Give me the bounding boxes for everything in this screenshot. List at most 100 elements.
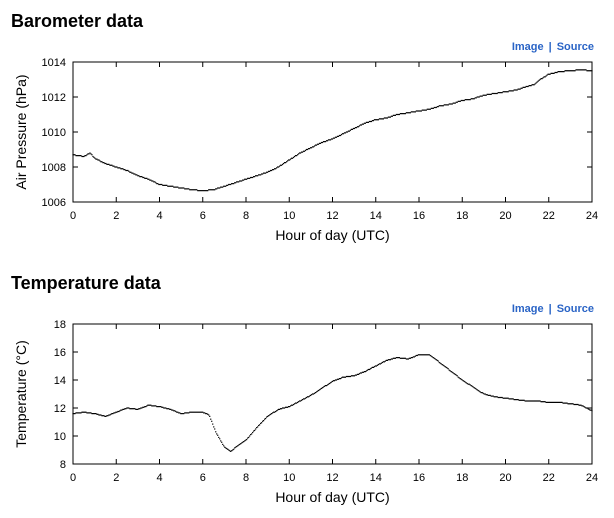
data-point xyxy=(287,406,290,408)
data-point xyxy=(238,181,240,183)
data-point xyxy=(191,189,193,191)
data-point xyxy=(258,174,260,176)
temperature-source-link[interactable]: Source xyxy=(556,303,594,315)
x-tick-label: 18 xyxy=(456,210,468,222)
data-point xyxy=(206,413,208,415)
temperature-image-link[interactable]: Image xyxy=(511,303,544,315)
data-point xyxy=(484,393,486,395)
data-point xyxy=(436,359,438,361)
data-point xyxy=(434,358,436,360)
data-point xyxy=(256,175,258,177)
data-point xyxy=(476,389,478,391)
data-point xyxy=(98,159,100,161)
data-point xyxy=(156,183,158,185)
data-point xyxy=(275,410,277,413)
data-point xyxy=(112,165,114,167)
data-point xyxy=(96,413,98,415)
data-point xyxy=(218,187,220,189)
data-point xyxy=(212,423,214,425)
data-point xyxy=(386,117,388,119)
data-point xyxy=(77,155,79,157)
data-point xyxy=(307,148,310,150)
data-point xyxy=(169,408,171,410)
data-point xyxy=(493,92,495,95)
data-point xyxy=(494,92,496,95)
data-point xyxy=(328,382,331,385)
data-point xyxy=(361,371,364,373)
data-point xyxy=(429,108,431,110)
data-point xyxy=(356,373,359,375)
data-point xyxy=(314,144,317,146)
data-point xyxy=(129,171,131,173)
data-point xyxy=(217,434,219,436)
data-point xyxy=(221,186,223,188)
data-point xyxy=(454,102,456,104)
data-point xyxy=(178,412,180,414)
data-point xyxy=(590,409,592,411)
data-point xyxy=(478,96,480,98)
data-point xyxy=(102,162,104,164)
data-point xyxy=(509,398,511,400)
data-point xyxy=(444,104,446,106)
data-point xyxy=(75,412,77,414)
data-point xyxy=(491,395,493,397)
data-point xyxy=(468,99,470,101)
data-point xyxy=(478,390,480,392)
data-point xyxy=(235,446,237,448)
data-point xyxy=(240,443,242,445)
data-point xyxy=(439,105,441,107)
data-point xyxy=(520,399,522,401)
data-point xyxy=(229,183,231,186)
data-point xyxy=(506,397,508,399)
data-point xyxy=(521,399,523,401)
data-point xyxy=(284,406,287,408)
data-point xyxy=(109,414,111,416)
data-point xyxy=(137,175,139,177)
data-point xyxy=(394,114,396,116)
data-point xyxy=(464,381,466,383)
data-point xyxy=(425,354,427,356)
data-point xyxy=(440,105,442,107)
data-point xyxy=(351,128,354,130)
data-point xyxy=(199,411,201,413)
data-point xyxy=(313,392,316,394)
data-point xyxy=(442,105,444,107)
data-point xyxy=(226,448,228,450)
data-point xyxy=(172,185,174,187)
data-point xyxy=(270,413,272,415)
data-point xyxy=(567,403,569,405)
data-point xyxy=(571,70,573,72)
data-point xyxy=(254,429,256,431)
data-point xyxy=(451,103,453,105)
data-point xyxy=(591,410,593,412)
data-point xyxy=(512,90,514,92)
data-point xyxy=(376,119,379,121)
data-point xyxy=(536,81,538,83)
data-point xyxy=(117,410,119,413)
data-point xyxy=(163,407,165,409)
barometer-image-link[interactable]: Image xyxy=(511,41,544,53)
data-point xyxy=(264,418,266,420)
data-point xyxy=(210,189,212,191)
barometer-source-link[interactable]: Source xyxy=(556,41,594,53)
data-point xyxy=(475,388,477,390)
data-point xyxy=(338,378,341,380)
x-tick-label: 12 xyxy=(326,472,338,484)
data-point xyxy=(342,376,345,378)
data-point xyxy=(431,107,433,109)
data-point xyxy=(243,441,245,443)
data-point xyxy=(177,411,179,413)
data-point xyxy=(386,359,388,361)
data-point xyxy=(437,360,439,362)
x-tick-label: 2 xyxy=(113,472,119,484)
data-point xyxy=(75,155,77,157)
data-point xyxy=(422,109,424,111)
data-point xyxy=(107,415,109,417)
data-point xyxy=(128,170,130,172)
data-point xyxy=(171,409,173,411)
data-point xyxy=(558,401,560,403)
data-point xyxy=(435,106,437,109)
data-point xyxy=(82,155,84,158)
data-point xyxy=(532,84,534,86)
